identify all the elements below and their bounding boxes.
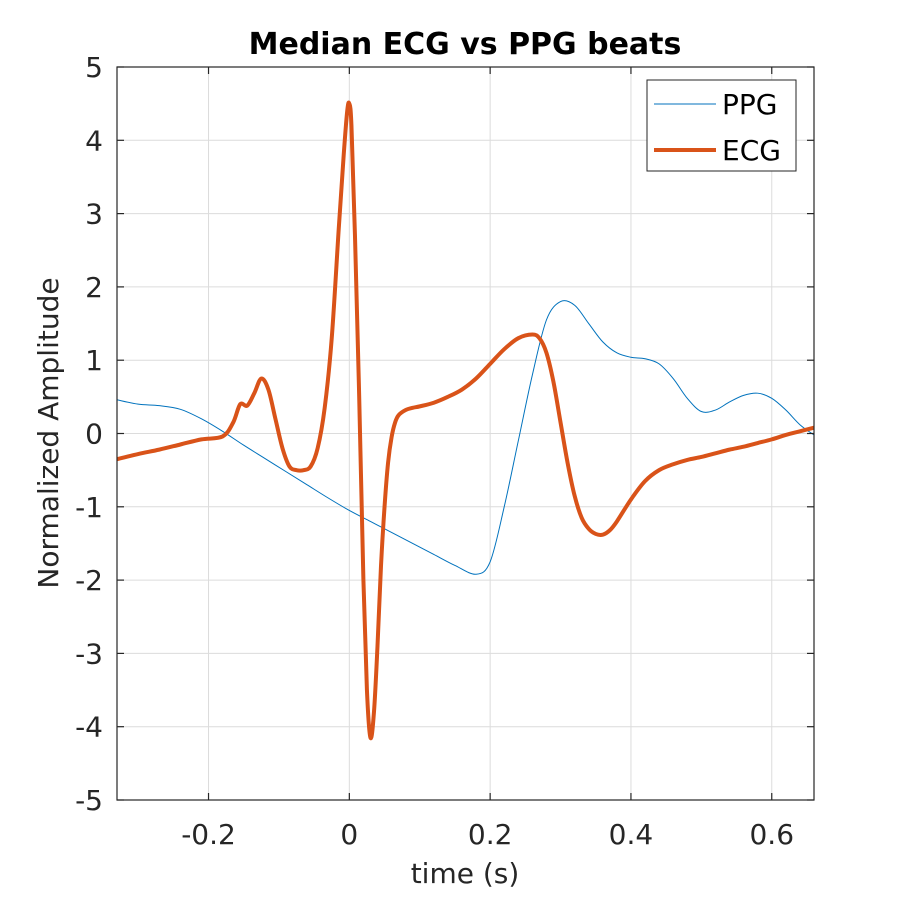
legend-box	[646, 79, 797, 172]
x-tick-label: 0.4	[609, 818, 654, 851]
series-line-ppg	[117, 300, 814, 575]
y-tick-label: 3	[85, 198, 103, 231]
y-tick-label: 5	[85, 51, 103, 84]
x-axis: -0.2 0 0.2 0.4 0.6	[181, 67, 794, 851]
y-axis-label: Normalized Amplitude	[32, 277, 65, 588]
x-axis-label: time (s)	[411, 857, 520, 890]
y-tick-label: -2	[75, 564, 103, 597]
y-tick-label: -1	[75, 491, 103, 524]
grid	[117, 66, 814, 801]
y-tick-label: -4	[75, 711, 103, 744]
y-tick-label: 1	[85, 344, 103, 377]
legend-label-ecg: ECG	[722, 134, 781, 167]
legend: PPG ECG	[646, 79, 797, 172]
y-tick-label: -5	[75, 784, 103, 817]
x-tick-label: 0	[340, 818, 358, 851]
chart-title: Median ECG vs PPG beats	[249, 27, 682, 62]
y-tick-label: -3	[75, 637, 103, 670]
series-layer	[117, 100, 814, 741]
y-tick-label: 0	[85, 418, 103, 451]
x-tick-label: -0.2	[181, 818, 236, 851]
x-tick-label: 0.6	[749, 818, 794, 851]
legend-label-ppg: PPG	[722, 88, 777, 121]
y-tick-label: 2	[85, 271, 103, 304]
x-tick-label: 0.2	[468, 818, 513, 851]
series-line-ecg	[117, 100, 814, 741]
y-axis: -5 -4 -3 -2 -1 0 1 2 3 4 5	[75, 51, 814, 817]
y-tick-label: 4	[85, 124, 103, 157]
